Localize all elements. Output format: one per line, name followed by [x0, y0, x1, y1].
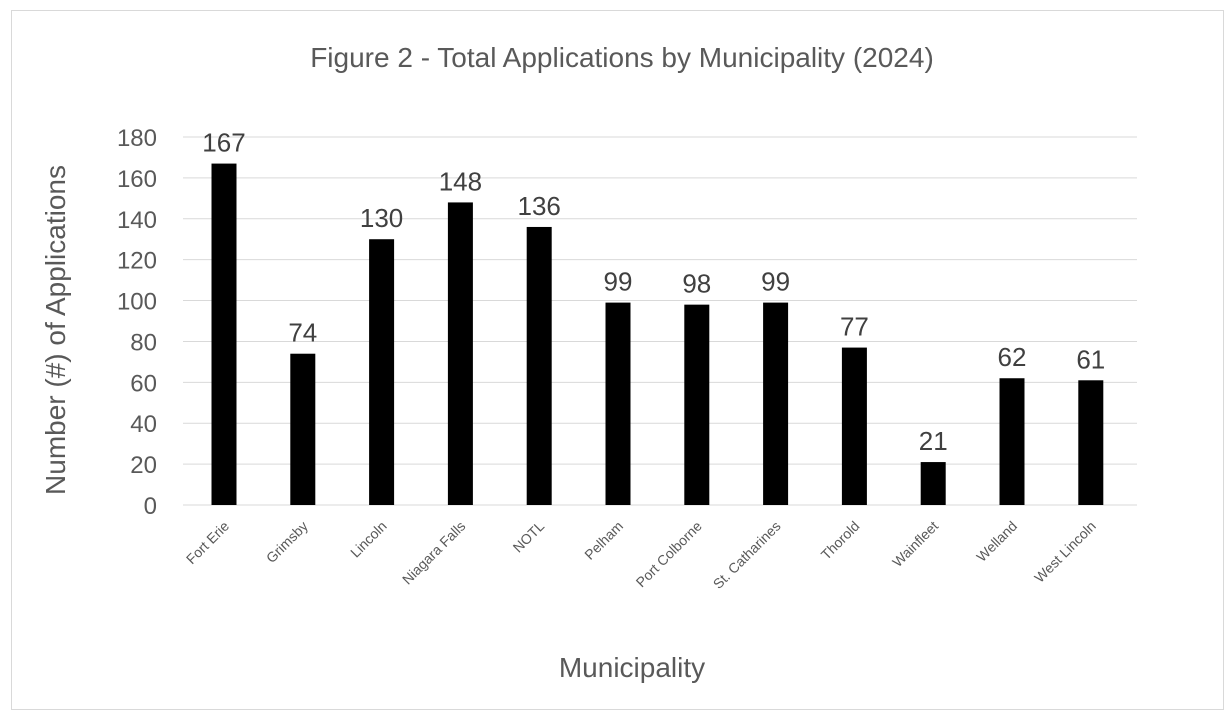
data-label: 21: [919, 426, 948, 456]
data-label: 62: [998, 342, 1027, 372]
bar: [447, 202, 473, 505]
y-tick-label: 160: [117, 166, 157, 193]
x-category-label: Pelham: [581, 518, 626, 563]
bars: [211, 163, 1104, 506]
bar: [763, 302, 789, 505]
y-tick-label: 0: [144, 493, 157, 520]
data-label: 99: [761, 267, 790, 297]
gridlines: [183, 136, 1137, 506]
bar: [211, 163, 237, 506]
x-category-label: Thorold: [818, 518, 863, 563]
x-category-label: Welland: [973, 518, 1020, 565]
x-category-label: West Lincoln: [1031, 518, 1099, 586]
data-label: 98: [682, 269, 711, 299]
y-tick-label: 120: [117, 248, 157, 275]
data-label: 167: [202, 128, 245, 158]
x-category-label: St. Catharines: [710, 518, 784, 592]
y-tick-label: 60: [130, 370, 157, 397]
y-tick-label: 180: [117, 125, 157, 152]
x-axis-categories: Fort Erie Grimsby Lincoln Niagara Falls NOTL…: [183, 518, 1099, 592]
bar: [999, 378, 1025, 505]
data-label: 74: [288, 318, 317, 348]
x-category-label: Niagara Falls: [399, 518, 469, 588]
y-tick-label: 40: [130, 411, 157, 438]
bar: [920, 462, 946, 505]
data-label: 99: [604, 267, 633, 297]
data-label: 136: [518, 191, 561, 221]
y-axis-ticks: 0 20 40 60 80 100 120 140 160 180: [117, 125, 157, 520]
data-label: 130: [360, 203, 403, 233]
x-category-label: NOTL: [510, 518, 548, 556]
x-category-label: Grimsby: [263, 518, 311, 566]
data-label: 148: [439, 166, 482, 196]
bar: [684, 304, 710, 505]
bar: [841, 347, 867, 505]
data-label: 77: [840, 312, 869, 342]
x-category-label: Fort Erie: [183, 518, 232, 567]
y-axis-title: Number (#) of Applications: [40, 165, 71, 495]
data-labels: 167 74 130 148 136 99 98 99 77 21 62 61: [202, 128, 1105, 456]
x-category-label: Lincoln: [347, 518, 390, 561]
y-tick-label: 20: [130, 452, 157, 479]
y-tick-label: 140: [117, 207, 157, 234]
chart-title: Figure 2 - Total Applications by Municip…: [310, 42, 934, 73]
y-tick-label: 100: [117, 289, 157, 316]
bar: [1078, 380, 1104, 505]
bar: [369, 239, 395, 505]
x-category-label: Wainfleet: [889, 518, 941, 570]
y-tick-label: 80: [130, 329, 157, 356]
data-label: 61: [1076, 344, 1105, 374]
bar: [526, 226, 552, 505]
bar: [605, 302, 631, 505]
x-axis-title: Municipality: [559, 652, 705, 683]
x-category-label: Port Colborne: [633, 518, 706, 591]
bar: [290, 353, 316, 505]
